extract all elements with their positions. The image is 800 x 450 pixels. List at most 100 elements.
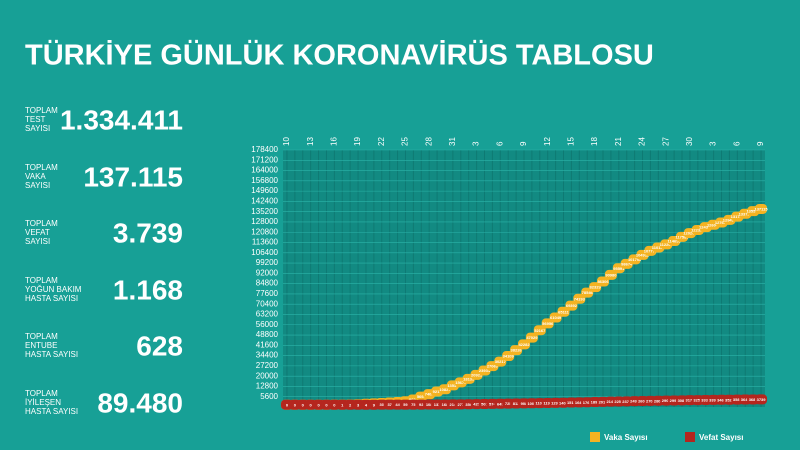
data-label: 168	[442, 402, 449, 407]
data-label: 3739	[757, 397, 767, 402]
stat-value: 89.480	[97, 387, 183, 418]
stat-value: 1.334.411	[60, 104, 183, 135]
data-label: 34109	[503, 354, 515, 359]
data-label: 129491	[723, 217, 737, 222]
data-label: 3174	[685, 398, 695, 403]
y-tick-label: 20000	[256, 371, 279, 380]
y-tick-label: 92000	[256, 268, 279, 277]
data-label: 2706	[646, 398, 656, 403]
data-label: 1518	[567, 400, 577, 405]
data-label: 1890	[591, 400, 601, 405]
x-tick-label: 28	[424, 137, 433, 146]
data-label: 0	[286, 402, 289, 407]
data-label: 2491	[630, 399, 640, 404]
data-point	[604, 269, 617, 280]
y-tick-label: 120800	[251, 227, 278, 236]
data-label: 812	[513, 401, 520, 406]
data-label: 3258	[693, 398, 703, 403]
y-tick-label: 113600	[252, 238, 279, 247]
stat-label: TOPLAM	[25, 389, 58, 398]
data-label: 214	[450, 402, 457, 407]
data-label: 95591	[613, 266, 625, 271]
stat-label: SAYISI	[25, 237, 50, 246]
data-label: 65111	[558, 309, 569, 314]
legend-swatch	[590, 432, 600, 442]
stat-label: TOPLAM	[25, 106, 58, 115]
x-tick-label: 24	[638, 137, 647, 146]
data-label: 9	[373, 402, 376, 407]
data-point	[597, 276, 610, 287]
stat-label: HASTA SAYISI	[25, 294, 78, 303]
stat-value: 628	[136, 330, 183, 361]
data-label: 15679	[455, 380, 467, 385]
data-label: 3081	[678, 398, 688, 403]
data-label: 0	[302, 402, 305, 407]
data-label: 13531	[447, 383, 459, 388]
data-label: 107773	[644, 248, 658, 253]
data-label: 75	[411, 402, 416, 407]
data-label: 1296	[551, 400, 561, 405]
data-label: 2017	[599, 399, 609, 404]
data-label: 90980	[605, 272, 617, 277]
y-tick-label: 77600	[256, 289, 279, 298]
data-label: 92	[419, 402, 424, 407]
data-label: 2900	[662, 398, 672, 403]
data-label: 131	[434, 402, 441, 407]
x-tick-label: 12	[543, 137, 552, 146]
y-tick-label: 149600	[251, 186, 278, 195]
legend-swatch	[685, 432, 695, 442]
y-tick-label: 84800	[256, 279, 279, 288]
data-label: 126045	[707, 222, 721, 227]
data-point	[533, 325, 546, 336]
data-label: 122392	[691, 228, 705, 233]
data-label: 1643	[575, 400, 585, 405]
data-label: 69392	[566, 303, 578, 308]
x-tick-label: 13	[306, 137, 315, 146]
data-label: 356	[465, 402, 472, 407]
y-tick-label: 178400	[251, 145, 278, 154]
y-tick-label: 12800	[256, 382, 279, 391]
data-label: 277	[457, 402, 464, 407]
data-label: 52167	[534, 328, 546, 333]
data-label: 1	[341, 402, 344, 407]
data-label: 30	[380, 402, 385, 407]
y-tick-label: 135200	[251, 207, 278, 216]
data-label: 2805	[654, 398, 664, 403]
x-tick-label: 16	[329, 137, 338, 146]
stat-label: SAYISI	[25, 124, 50, 133]
x-tick-label: 3	[472, 141, 481, 146]
data-label: 78546	[582, 290, 594, 295]
data-label: 574	[489, 401, 496, 406]
stat-label: ENTUBE	[25, 341, 57, 350]
data-label: 104912	[636, 252, 650, 257]
data-label: 7402	[425, 392, 435, 397]
data-label: 0	[310, 402, 313, 407]
x-tick-label: 3	[709, 141, 718, 146]
data-label: 101790	[628, 257, 642, 262]
data-label: 3461	[717, 397, 727, 402]
data-label: 56956	[542, 321, 554, 326]
legend-label: Vaka Sayısı	[604, 433, 648, 442]
x-tick-label: 6	[495, 141, 504, 146]
data-label: 9217	[433, 389, 443, 394]
stat-label: VEFAT	[25, 228, 50, 237]
x-tick-label: 10	[282, 137, 291, 146]
data-point	[755, 203, 768, 214]
data-label: 114653	[668, 239, 682, 244]
data-point	[755, 394, 768, 405]
x-tick-label: 25	[401, 137, 410, 146]
stat-label: TEST	[25, 115, 46, 124]
data-label: 20921	[471, 372, 483, 377]
y-tick-label: 5600	[260, 392, 278, 401]
y-tick-label: 142400	[251, 197, 278, 206]
data-label: 501	[481, 402, 488, 407]
x-tick-label: 9	[756, 141, 765, 146]
data-label: 131744	[731, 214, 745, 219]
data-label: 98674	[621, 261, 633, 266]
stat-value: 137.115	[83, 161, 183, 192]
data-label: 1769	[583, 400, 593, 405]
x-tick-label: 9	[519, 141, 528, 146]
data-label: 27069	[487, 364, 499, 369]
stat-label: HASTA SAYISI	[25, 350, 78, 359]
